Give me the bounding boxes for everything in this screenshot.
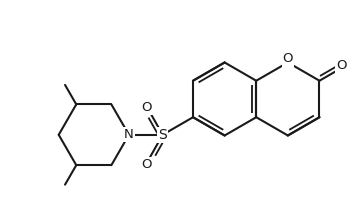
Text: O: O <box>141 158 152 171</box>
Text: O: O <box>336 59 347 72</box>
Text: N: N <box>124 128 134 141</box>
Text: O: O <box>282 52 293 66</box>
Text: S: S <box>158 128 167 142</box>
Text: O: O <box>141 101 152 114</box>
